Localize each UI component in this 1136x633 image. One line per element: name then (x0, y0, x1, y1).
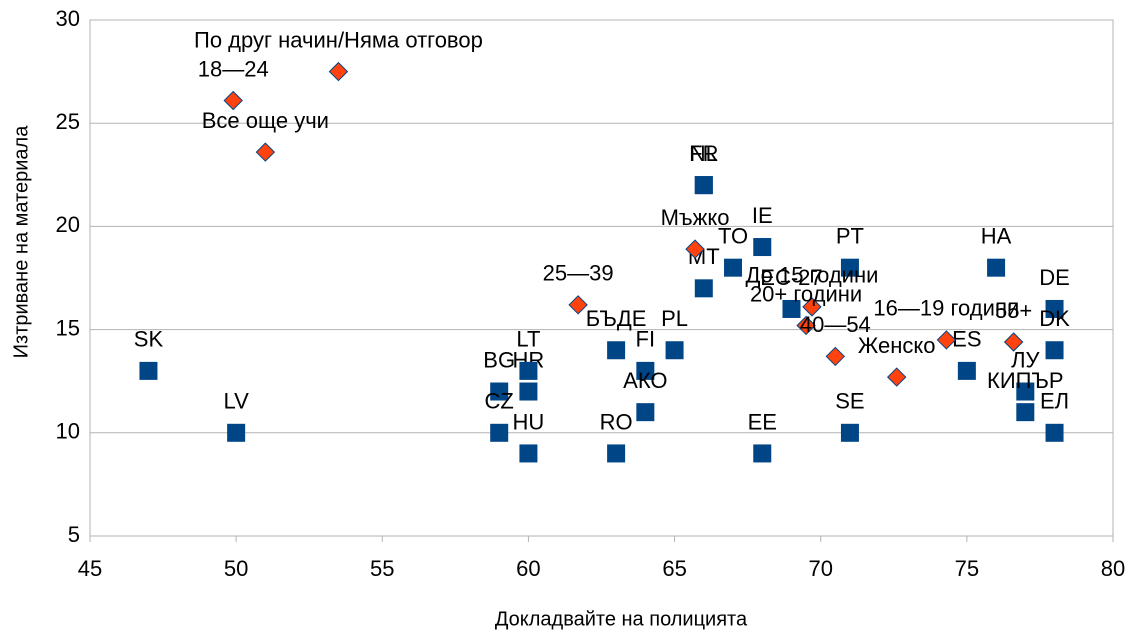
point (1003, 332, 1024, 352)
point (694, 176, 713, 195)
point (490, 382, 509, 401)
point (840, 423, 859, 442)
point (887, 367, 907, 387)
point (825, 346, 846, 367)
point-label: АКО (623, 368, 667, 393)
x-axis-label: Докладвайте на полицията (495, 608, 748, 630)
point-label: ЕЛ (1040, 389, 1069, 414)
x-tick-label: 65 (662, 556, 686, 581)
point-label: КИПЪР (987, 368, 1064, 393)
point-label: По друг начин/Няма отговор (194, 27, 483, 52)
point-label: NL (690, 141, 718, 166)
point-label: DK (1039, 306, 1070, 331)
plot-frame (89, 19, 1114, 537)
point-label: 18—24 (198, 56, 269, 81)
point (840, 258, 859, 277)
point (802, 297, 822, 317)
x-tick-label: 45 (78, 556, 102, 581)
point (796, 315, 816, 336)
y-tick-label: 25 (56, 109, 80, 134)
y-axis-label: Изтриване на материала (10, 125, 32, 359)
point-label: ЛУ (1011, 347, 1040, 372)
point-label: IE (752, 203, 773, 228)
point-label: HA (981, 223, 1012, 248)
y-tick-label: 30 (56, 6, 80, 31)
point (1016, 382, 1035, 401)
point (1045, 423, 1064, 442)
point-label: HU (513, 409, 545, 434)
point-label: 25—39 (543, 261, 614, 286)
point-label: CZ (485, 389, 514, 414)
point (519, 444, 538, 463)
point (694, 279, 713, 298)
point (139, 361, 158, 380)
point-label: PT (836, 223, 864, 248)
x-tick-label: 70 (808, 556, 832, 581)
point-label: 16—19 години (873, 296, 1019, 321)
point-label: 40—54 (800, 312, 871, 337)
point (636, 361, 655, 380)
point-label: 55+ (995, 298, 1032, 323)
y-tick-label: 20 (56, 212, 80, 237)
point (490, 423, 509, 442)
point (987, 258, 1006, 277)
point (223, 90, 243, 111)
point (753, 238, 772, 257)
point-label: EC-27 (760, 265, 822, 290)
point-label: EE (748, 409, 777, 434)
point-label: SE (835, 389, 864, 414)
point-label: SK (134, 327, 164, 352)
point-label: Мъжко (661, 205, 730, 230)
point-label: LT (516, 327, 540, 352)
point (636, 403, 655, 422)
point (568, 295, 588, 315)
point-label: RO (600, 409, 633, 434)
x-tick-label: 55 (370, 556, 394, 581)
point (957, 361, 976, 380)
point (665, 341, 684, 360)
point-label: FR (689, 141, 718, 166)
y-tick-label: 15 (56, 315, 80, 340)
point-label: Женско (858, 333, 936, 358)
point-label: FI (636, 327, 656, 352)
point (936, 330, 957, 350)
point (1016, 403, 1035, 422)
x-tick-label: 50 (224, 556, 248, 581)
y-tick-label: 5 (68, 522, 80, 547)
x-tick-label: 80 (1101, 556, 1125, 581)
point-label: ES (952, 327, 981, 352)
point (227, 423, 246, 442)
point-label: BG (483, 347, 515, 372)
x-tick-label: 60 (516, 556, 540, 581)
point-label: DE (1039, 265, 1070, 290)
point (607, 444, 626, 463)
point-label: Все още учи (202, 108, 329, 133)
point-label: TO (718, 223, 748, 248)
y-tick-label: 10 (56, 419, 80, 444)
point-label: До 15 години (745, 263, 878, 288)
point (255, 142, 276, 162)
point (1045, 341, 1064, 360)
point (519, 382, 538, 401)
point-label: БЪДЕ (586, 306, 647, 331)
point-label: LV (224, 389, 250, 414)
point (724, 258, 743, 277)
point (607, 341, 626, 360)
point (519, 361, 538, 380)
point (328, 61, 349, 82)
point (685, 239, 705, 259)
point (753, 444, 772, 463)
point (1045, 299, 1064, 318)
point (782, 299, 801, 318)
x-tick-label: 75 (955, 556, 979, 581)
point-label: 20+ години (750, 281, 862, 306)
point-label: PL (661, 306, 688, 331)
